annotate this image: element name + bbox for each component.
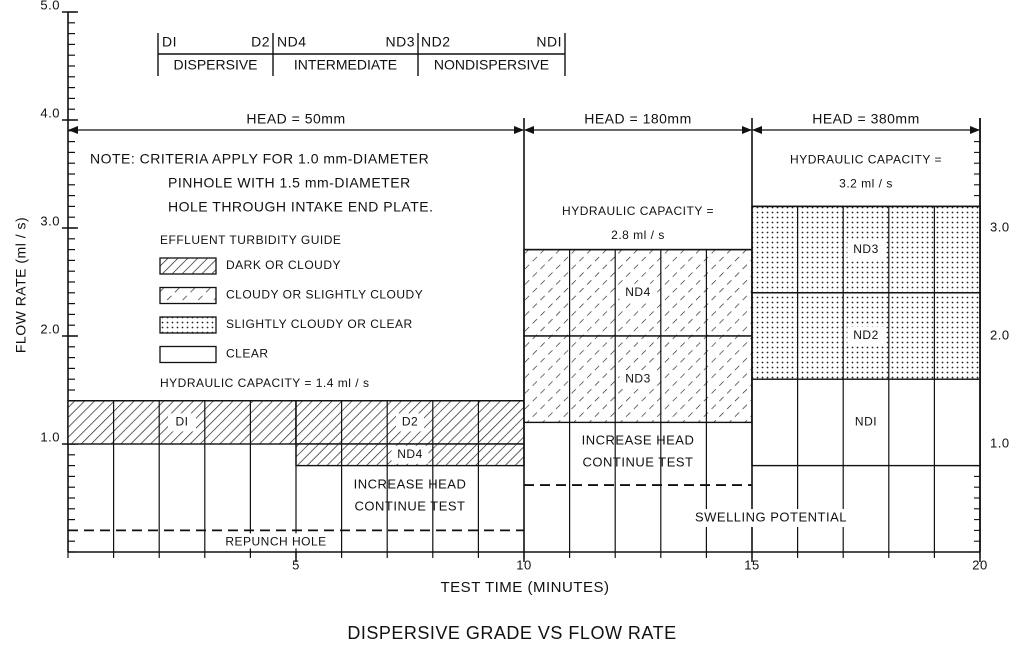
zone-label: D2 [402, 415, 418, 429]
capacity-label: HYDRAULIC CAPACITY = [562, 204, 714, 218]
x-tick-label: 15 [744, 557, 759, 572]
grade-label: D2 [251, 34, 270, 50]
head-label: HEAD = 50mm [246, 111, 345, 127]
capacity-label: HYDRAULIC CAPACITY = 1.4 ml / s [160, 376, 369, 390]
x-tick-label: 10 [516, 557, 531, 572]
y-tick-label: 2.0 [40, 321, 60, 336]
y2-tick-label: 2.0 [990, 327, 1010, 342]
zone-label: ND3 [625, 371, 651, 385]
zone-label: ND4 [397, 447, 423, 461]
grade-label: ND2 [421, 34, 451, 50]
grade-label: ND3 [385, 34, 415, 50]
zone-label: DI [176, 415, 189, 429]
legend-label: SLIGHTLY CLOUDY OR CLEAR [226, 317, 413, 331]
legend-swatch [159, 257, 217, 275]
y-tick-label: 5.0 [40, 0, 60, 12]
legend-title: EFFLUENT TURBIDITY GUIDE [160, 233, 341, 247]
legend-swatch [159, 286, 217, 305]
zone-label: ND2 [853, 328, 879, 342]
zone-label-bg [168, 413, 196, 432]
zone-label: NDI [855, 415, 877, 429]
head-label: HEAD = 180mm [584, 111, 692, 127]
capacity-label: 2.8 ml / s [611, 228, 665, 242]
zone-label-bg [396, 413, 424, 432]
zone-label-bg [619, 283, 657, 302]
grade-group-label: INTERMEDIATE [294, 57, 397, 73]
capacity-label: HYDRAULIC CAPACITY = [790, 153, 942, 167]
zone-label-bg [619, 370, 657, 389]
legend-swatch [159, 316, 217, 334]
annotation-bg [671, 509, 871, 527]
y-tick-label: 4.0 [40, 105, 60, 120]
zone-label-bg [391, 445, 429, 464]
annotation: INCREASE HEAD [354, 476, 467, 491]
y2-tick-label: 1.0 [990, 435, 1010, 450]
legend-label: DARK OR CLOUDY [226, 258, 341, 272]
y2-tick-label: 3.0 [990, 219, 1010, 234]
capacity-label: 3.2 ml / s [839, 177, 893, 191]
annotation: CONTINUE TEST [355, 498, 466, 513]
zone-label-bg [847, 240, 885, 259]
legend-swatch [159, 345, 217, 364]
annotation: CONTINUE TEST [583, 454, 694, 469]
y-tick-label: 3.0 [40, 213, 60, 228]
legend-label: CLEAR [226, 347, 269, 361]
note-line: NOTE: CRITERIA APPLY FOR 1.0 mm-DIAMETER [90, 151, 429, 167]
legend-label: CLOUDY OR SLIGHTLY CLOUDY [226, 288, 423, 302]
grade-label: NDI [536, 34, 562, 50]
annotation: INCREASE HEAD [582, 432, 695, 447]
chart-title: DISPERSIVE GRADE VS FLOW RATE [347, 623, 676, 643]
grade-group-label: DISPERSIVE [173, 57, 257, 73]
x-tick-label: 20 [972, 557, 987, 572]
x-axis-label: TEST TIME (MINUTES) [441, 579, 610, 596]
zone-label-bg [847, 413, 885, 432]
zone-label: ND3 [853, 242, 879, 256]
x-tick-label: 5 [292, 557, 300, 572]
y-axis-label: FLOW RATE (ml / s) [13, 217, 29, 353]
dashed-label-bg [211, 533, 341, 549]
head-label: HEAD = 380mm [812, 111, 920, 127]
zone-label-bg [847, 327, 885, 345]
grade-group-label: NONDISPERSIVE [434, 57, 549, 73]
annotation: SWELLING POTENTIAL [695, 509, 847, 524]
y-tick-label: 1.0 [40, 429, 60, 444]
note-line: HOLE THROUGH INTAKE END PLATE. [168, 199, 434, 215]
grade-label: ND4 [277, 34, 307, 50]
note-line: PINHOLE WITH 1.5 mm-DIAMETER [168, 175, 411, 191]
dashed-line-label: REPUNCH HOLE [225, 535, 326, 549]
zone-label: ND4 [625, 285, 651, 299]
grade-label: DI [162, 34, 177, 50]
